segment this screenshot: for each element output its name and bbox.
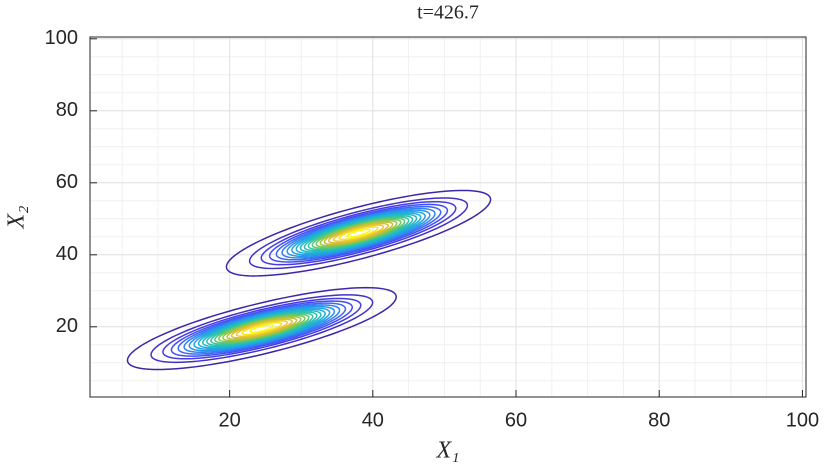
contour-line [295,212,422,255]
contour-line [170,300,354,357]
contour-line [315,218,402,248]
contour-line [226,317,298,340]
contour-line [338,226,379,241]
y-axis-label: X₂ [4,205,30,229]
contour-line [299,213,418,253]
contour-line [303,214,414,252]
y-tick-label: 40 [56,243,78,265]
contour-line [268,203,449,263]
contour-line [241,321,283,336]
y-tick-label: 80 [56,99,78,121]
contour-line [260,200,457,266]
contour-line [286,209,431,258]
y-tick-label: 100 [45,27,78,49]
contour-line [327,222,390,244]
contour-line [197,308,326,349]
contour-line [126,286,397,371]
contour-line [210,312,314,345]
contour-line [202,309,322,348]
contour-line [206,311,318,347]
axes-box [89,36,807,398]
contour-line [188,305,336,352]
contour-line [248,197,469,270]
contour-line [177,302,347,355]
contour-line [214,313,310,344]
contour-line [281,207,436,259]
x-tick-label: 100 [786,409,819,431]
contour-line [311,217,406,249]
x-tick-label: 40 [362,409,384,431]
contour-line [291,210,426,256]
x-tick-label: 60 [505,409,527,431]
contour-line [193,307,331,350]
plot-area [90,37,806,397]
x-tick-label: 80 [648,409,670,431]
contour-line [275,205,442,261]
chart-title: t=426.7 [417,2,479,24]
contour-line [307,216,410,251]
x-axis-label: X₁ [435,438,459,464]
y-tick-label: 20 [56,315,78,337]
x-tick-label: 20 [218,409,240,431]
contour-line [319,220,398,247]
contour-line [346,228,371,238]
contour-line [150,294,374,364]
contour-line [230,318,293,339]
y-tick-label: 60 [56,171,78,193]
contour-line [183,304,341,354]
contour-line [225,189,492,277]
contour-line [235,320,288,338]
contour-line [218,314,306,343]
contour-line [323,221,394,245]
contour-line [162,297,362,360]
contour-line [222,315,302,342]
contour-line [332,224,385,243]
contour-line [249,324,275,333]
